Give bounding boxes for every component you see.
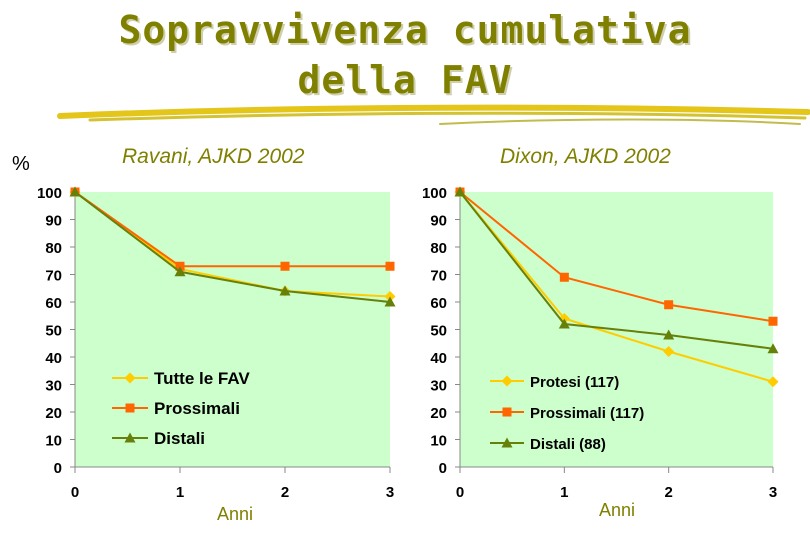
chart-2-legend-swatch-marker (501, 437, 513, 448)
chart-1-title: Ravani, AJKD 2002 (122, 145, 305, 168)
chart-1-y-tick-label: 50 (45, 323, 62, 340)
chart-2-x-tick-label: 0 (456, 484, 464, 501)
chart-2-series-2-point (768, 316, 778, 326)
chart-1-y-tick-label: 60 (45, 295, 62, 312)
chart-2-legend-swatch-marker (501, 375, 513, 387)
chart-1-y-tick-label: 70 (45, 268, 62, 285)
chart-2-series-1-point (663, 346, 675, 357)
chart-1-y-tick-label: 20 (45, 405, 62, 422)
chart-2-legend-label: Protesi (117) (530, 374, 619, 391)
chart-2-series-line-3 (459, 191, 774, 350)
chart-1-series-line-1 (74, 191, 391, 298)
chart-2-legend-swatch-marker (502, 407, 512, 417)
chart-2-y-tick-label: 20 (430, 405, 447, 422)
chart-2-x-tick-label: 3 (769, 484, 777, 501)
chart-1-x-tick-label: 0 (71, 484, 79, 501)
chart-1-series-3-point (174, 266, 186, 277)
chart-2-series-3-point (767, 343, 779, 354)
chart-2-series-2-point (664, 300, 674, 310)
chart-1-series-3-point (279, 285, 291, 296)
chart-2-y-tick-label: 0 (439, 460, 447, 477)
chart-2-y-tick-label: 30 (430, 378, 447, 395)
chart-2-x-axis-label: Anni (599, 500, 635, 520)
slide-title-line-2: della FAV (297, 58, 513, 102)
chart-1-legend-label: Distali (154, 429, 205, 448)
chart-1-series-line-3 (74, 191, 391, 303)
chart-2-y-tick-label: 10 (430, 433, 447, 450)
chart-1-series-line-2 (74, 191, 390, 268)
chart-2-series-line-2 (459, 191, 774, 323)
y-unit-label: % (12, 153, 30, 175)
chart-1-y-tick-label: 80 (45, 240, 62, 257)
chart-2-x-tick-label: 1 (560, 484, 568, 501)
chart-2-series-3-point (558, 318, 570, 329)
chart-2: 0 10 20 30 40 50 60 70 80 90 100 0 1 2 3 Anni Protesi (1… (422, 185, 779, 520)
chart-2-y-tick-label: 100 (422, 185, 447, 202)
slide-title-line-1: Sopravvivenza cumulativa (118, 8, 692, 52)
chart-1-y-tick-label: 30 (45, 378, 62, 395)
chart-1-legend-label: Tutte le FAV (154, 369, 250, 388)
chart-2-y-tick-label: 40 (430, 350, 447, 367)
chart-2-y-tick-label: 50 (430, 323, 447, 340)
chart-1-y-tick-label: 10 (45, 433, 62, 450)
chart-1-series-3-point (384, 296, 396, 307)
chart-2-y-tick-label: 90 (430, 213, 447, 230)
chart-2-y-tick-label: 80 (430, 240, 447, 257)
chart-2-legend-label: Distali (88) (530, 436, 606, 453)
chart-1-y-tick-label: 40 (45, 350, 62, 367)
chart-1: 0 10 20 30 40 50 60 70 80 90 100 0 1 2 3 Anni Tutte le F… (37, 185, 396, 524)
chart-1-legend-swatch-marker (124, 372, 136, 384)
chart-1-y-tick-label: 90 (45, 213, 62, 230)
chart-1-series-2-point (280, 261, 290, 271)
chart-2-series-1-point (767, 376, 779, 388)
chart-1-legend-swatch-marker (125, 403, 135, 413)
chart-1-x-tick-label: 2 (281, 484, 289, 501)
chart-2-y-tick-label: 60 (430, 295, 447, 312)
chart-2-series-3-point (663, 329, 675, 340)
chart-2-y-tick-label: 70 (430, 268, 447, 285)
chart-1-x-tick-label: 3 (386, 484, 394, 501)
chart-2-title: Dixon, AJKD 2002 (500, 145, 671, 168)
chart-2-series-2-point (559, 272, 569, 282)
chart-1-y-tick-label: 100 (37, 185, 62, 202)
chart-2-legend-label: Prossimali (117) (530, 405, 644, 422)
chart-1-legend-label: Prossimali (154, 399, 240, 418)
chart-1-plot-area (75, 192, 390, 467)
chart-2-series-line-1 (459, 191, 774, 383)
chart-2-x-tick-label: 2 (664, 484, 672, 501)
chart-1-series-3-point (69, 186, 81, 197)
chart-2-series-3-point (454, 186, 466, 197)
chart-1-x-axis-label: Anni (217, 504, 253, 524)
chart-1-x-tick-label: 1 (176, 484, 184, 501)
chart-1-legend-swatch-marker (124, 432, 136, 443)
chart-1-series-2-point (385, 261, 395, 271)
chart-1-y-tick-label: 0 (54, 460, 62, 477)
